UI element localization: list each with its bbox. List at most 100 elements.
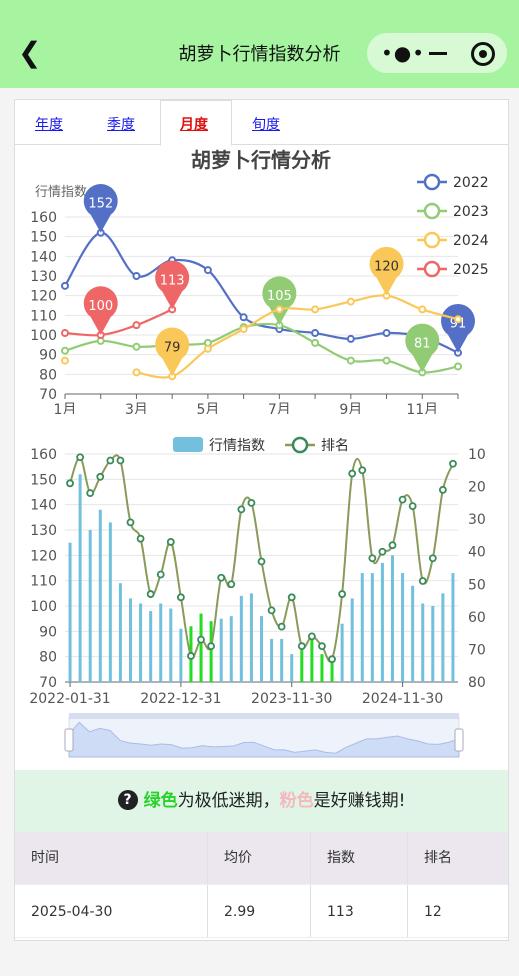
bar (370, 573, 374, 682)
left-y-tick-label: 90 (39, 624, 57, 640)
tab-month[interactable]: 月度 (180, 117, 208, 133)
rank-point (197, 635, 205, 644)
bar (259, 616, 264, 682)
data-point-2023 (346, 356, 355, 365)
cell-rank: 12 (424, 904, 442, 920)
tab-quarter[interactable]: 季度 (107, 117, 135, 133)
x-tick-label: 5月 (196, 402, 219, 414)
page-title: 胡萝卜行情指数分析 (178, 44, 341, 65)
rank-line (69, 454, 454, 663)
rank-point (287, 593, 296, 602)
data-point-2023 (311, 338, 320, 347)
legend-label-2022: 2022 (453, 175, 489, 191)
bar (320, 654, 324, 682)
markpoint-2025-max-pin (155, 260, 190, 310)
markpoint-2023-min-pin (405, 323, 440, 373)
table-header-row: 时间 均价 指数 排名 (15, 832, 508, 885)
bar (68, 542, 72, 682)
tab-dekad[interactable]: 旬度 (252, 117, 280, 133)
markpoint-2025-max-label: 113 (160, 273, 185, 288)
notice-banner: ? 绿色为极低迷期，粉色是好赚钱期! (15, 770, 508, 832)
rank-point (307, 632, 316, 641)
cell-index: 113 (311, 885, 408, 937)
series-line-2023 (64, 322, 459, 374)
data-point-2024 (239, 325, 248, 334)
rank-point (378, 547, 387, 556)
rank-point (76, 453, 85, 462)
data-point-2024 (311, 305, 320, 314)
data-point-2023 (61, 346, 69, 355)
x-tick-label: 3月 (125, 402, 148, 414)
series-line-2025 (64, 308, 173, 337)
right-y-tick-label: 70 (468, 642, 486, 658)
active-tab-frame (160, 100, 232, 146)
bar (280, 638, 284, 682)
legend-label-bar: 行情指数 (209, 438, 265, 454)
data-point-2022 (382, 329, 391, 338)
markpoint-2023-max-label: 105 (267, 289, 292, 304)
zoom-handle-left[interactable] (64, 728, 74, 752)
bar (330, 659, 334, 682)
data-point-2022 (346, 334, 355, 343)
left-y-tick-label: 160 (30, 447, 57, 463)
bar (128, 598, 133, 682)
rank-point (106, 456, 115, 465)
rank-point (368, 554, 377, 563)
y-tick-label: 80 (39, 367, 57, 383)
bar (390, 555, 395, 682)
data-point-2022 (203, 266, 212, 275)
close-target-icon[interactable] (471, 42, 495, 66)
rank-point (96, 472, 105, 481)
rank-point (398, 495, 407, 504)
legend-label-2024: 2024 (453, 233, 489, 249)
rank-point (116, 456, 125, 465)
rank-point (358, 466, 367, 475)
cell-price: 2.99 (208, 885, 311, 937)
rank-point (146, 590, 155, 598)
right-y-tick-label: 20 (468, 480, 486, 496)
data-point-2024 (346, 297, 355, 306)
header-rank: 排名 (424, 850, 452, 866)
bar (169, 608, 173, 682)
bar (118, 583, 122, 682)
tab-year[interactable]: 年度 (35, 117, 63, 133)
right-y-tick-label: 60 (468, 610, 486, 626)
legend-label-rank: 排名 (321, 438, 349, 454)
rank-point (227, 580, 236, 589)
right-y-tick-label: 40 (468, 545, 486, 561)
y-tick-label: 120 (30, 289, 57, 305)
left-y-tick-label: 100 (30, 599, 57, 615)
x-tick-label: 11月 (406, 402, 438, 414)
bar (290, 654, 294, 682)
bar (159, 603, 163, 682)
chart-title: 胡萝卜行情分析 (191, 148, 331, 172)
header-time: 时间 (15, 832, 208, 884)
data-point-2022 (132, 272, 141, 280)
rank-point (136, 534, 145, 543)
more-dots-icon[interactable]: •●• (381, 41, 426, 65)
zoom-handle-right[interactable] (454, 728, 464, 752)
x-tick-label: 1月 (54, 402, 77, 414)
bar (270, 638, 274, 682)
bar (411, 585, 415, 682)
rank-point (187, 652, 195, 660)
bar (98, 509, 102, 682)
minimize-icon[interactable] (429, 52, 447, 55)
green-text: 为极低迷期， (177, 791, 280, 811)
rank-point (237, 505, 246, 514)
right-y-tick-label: 80 (468, 675, 486, 691)
bar (350, 598, 354, 682)
back-chevron-icon[interactable]: ❮ (18, 36, 42, 69)
legend-label-2025: 2025 (453, 262, 489, 278)
bar (380, 562, 384, 682)
x-tick-label: 2023-11-30 (251, 691, 332, 707)
x-tick-label: 2024-11-30 (362, 691, 443, 707)
x-tick-label: 2022-12-31 (140, 691, 221, 707)
markpoint-2025-min-label: 100 (88, 299, 113, 314)
right-y-tick-label: 50 (468, 577, 486, 593)
markpoint-2022-min-label: 91 (450, 317, 467, 332)
data-point-2022 (61, 281, 69, 290)
rank-point (166, 538, 175, 546)
left-y-tick-label: 110 (30, 574, 57, 590)
pink-word: 粉色 (279, 791, 314, 811)
